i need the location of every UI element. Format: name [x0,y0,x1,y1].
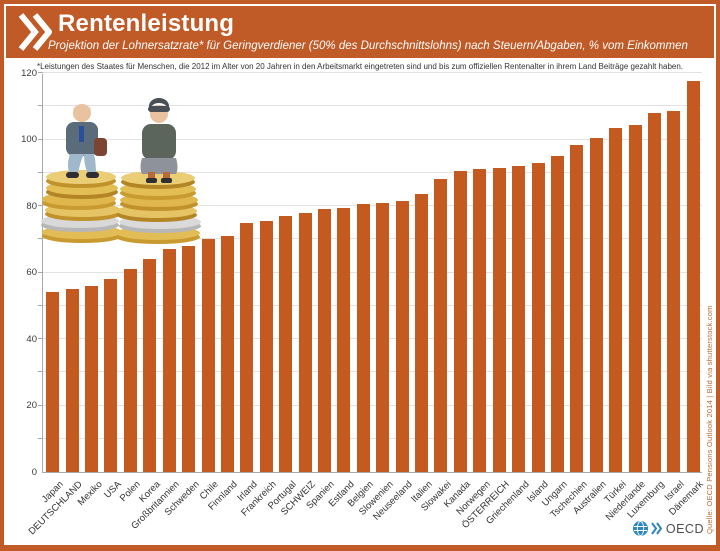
bar-chart-plot: Japan DEUTSCHLAND Mexiko USA Polen Korea Großb… [21,68,706,538]
gridline-110 [43,105,702,107]
bar-Spanien [317,209,331,472]
gridline-50 [43,304,702,306]
bar-Kanada [453,171,467,472]
chart-footnote: *Leistungen des Staates für Menschen, di… [36,62,684,71]
bar-Belgien [356,204,370,472]
y-tick-110 [38,105,43,107]
bar-Japan [46,292,60,472]
bar-Italien [415,194,429,472]
gridline-100 [43,138,702,140]
gridline-20 [43,404,702,406]
gridline-70 [43,238,702,240]
chart-area: *Leistungen des Staates für Menschen, di… [6,58,714,541]
y-axis-label-20: 20 [26,400,37,411]
bar-SCHWEIZ [298,212,312,472]
bar-Ungarn [550,156,564,472]
y-tick-70 [38,238,43,240]
bar-Niederlande [628,124,642,472]
bar-Israel [667,111,681,472]
y-axis-label-40: 40 [26,333,37,345]
y-axis-label-0: 0 [31,466,37,478]
y-axis-label-120: 120 [21,67,37,79]
globe-icon [632,521,648,536]
bar-USA [104,279,118,472]
gridline-120 [43,72,702,73]
bar-Korea [143,259,157,472]
y-tick-30 [38,371,43,373]
bar-Dänemark [686,81,700,472]
y-tick-60 [38,271,43,273]
y-tick-120 [38,72,43,73]
bar-ÖSTERREICH [492,167,506,472]
bar-Polen [123,269,137,472]
bar-Großbritannien [162,249,176,472]
bar-Island [531,162,545,472]
gridline-90 [43,171,702,173]
oecd-wordmark: OECD [665,521,704,536]
bar-Portugal [279,215,293,472]
bar-Slowakei [434,179,448,472]
y-axis-label-60: 60 [26,267,37,278]
y-tick-100 [38,138,43,140]
bar-Slowenien [376,202,390,472]
gridline-30 [43,371,702,373]
bar-Türkei [609,127,623,472]
y-tick-50 [38,304,43,306]
y-tick-20 [38,404,43,406]
source-note: Quelle: OECD Pensions Outlook 2014 | Bil… [705,305,714,534]
gridline-40 [43,338,702,339]
gridline-80 [43,205,702,206]
y-tick-10 [38,437,43,439]
bar-Neuseeland [395,201,409,472]
y-tick-40 [38,338,43,339]
bar-Schweden [182,245,196,472]
bar-Irland [240,222,254,472]
oecd-chevron-logo-icon [18,13,52,51]
bar-Chile [201,239,215,472]
bar-Tschechien [570,144,584,472]
bar-DEUTSCHLAND [65,289,79,472]
bar-Finnland [220,235,234,472]
inner-panel: Rentenleistung Projektion der Lohnersatz… [4,4,716,545]
y-tick-80 [38,205,43,206]
header: Rentenleistung Projektion der Lohnersatz… [6,6,714,58]
page-title: Rentenleistung [58,10,235,37]
bar-Frankreich [259,220,273,472]
bar-Estland [337,207,351,472]
bar-Mexiko [85,285,99,472]
bar-Griechenland [512,166,526,472]
y-axis-label-100: 100 [21,134,37,145]
oecd-footer-logo: OECD [632,521,704,536]
bar-Australien [589,137,603,472]
page-subtitle: Projektion der Lohnersatzrate* für Gerin… [48,40,688,52]
y-axis-label-80: 80 [26,200,37,212]
chevrons-icon [651,522,663,535]
gridline-60 [43,271,702,273]
y-tick-90 [38,171,43,173]
gridline-10 [43,437,702,439]
bar-Luxemburg [647,112,661,472]
bar-Norwegen [473,169,487,472]
x-axis-labels: Japan DEUTSCHLAND Mexiko USA Polen Korea Großb… [27,472,706,537]
